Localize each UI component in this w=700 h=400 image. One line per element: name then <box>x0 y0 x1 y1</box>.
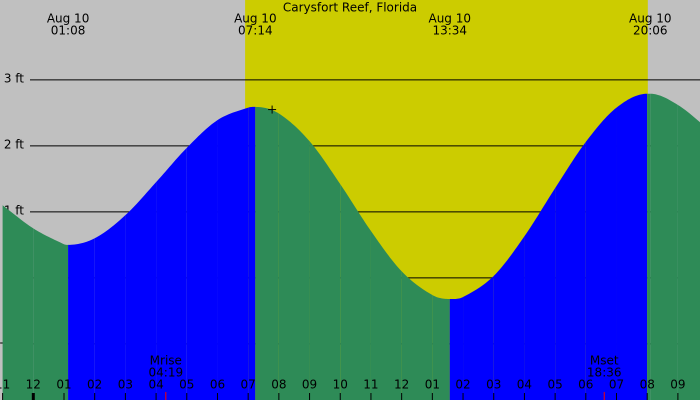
rising-tide-area <box>217 107 249 400</box>
rising-tide-area <box>156 147 187 400</box>
falling-tide-area <box>2 205 34 400</box>
falling-tide-area <box>677 104 700 400</box>
falling-tide-area <box>309 141 341 400</box>
extreme-time: 13:34 <box>432 24 467 38</box>
moon-label: Mset <box>590 354 619 368</box>
rising-tide-area <box>248 106 256 400</box>
extreme-time: 20:06 <box>633 24 668 38</box>
moon-time: 04:19 <box>149 366 184 380</box>
falling-tide-area <box>340 184 371 400</box>
x-tick-label: 01 <box>56 378 71 392</box>
x-tick-label: 07 <box>241 378 256 392</box>
x-tick-label: 09 <box>670 378 685 392</box>
x-tick-label: 01 <box>425 378 440 392</box>
falling-tide-area <box>64 244 69 400</box>
x-tick-label: 06 <box>578 378 593 392</box>
falling-tide-area <box>278 113 310 400</box>
chart-title: Carysfort Reef, Florida <box>283 1 417 15</box>
x-tick-label: 05 <box>547 378 562 392</box>
falling-tide-area <box>255 106 279 400</box>
rising-tide-area <box>585 107 617 400</box>
x-tick-label: 02 <box>87 378 102 392</box>
rising-tide-area <box>94 215 126 400</box>
x-tick-label: 03 <box>486 378 501 392</box>
y-tick-label: 2 ft <box>4 137 24 151</box>
x-tick-label: 03 <box>118 378 133 392</box>
x-tick-label: 05 <box>179 378 194 392</box>
x-tick-label: 07 <box>609 378 624 392</box>
falling-tide-area <box>650 93 678 400</box>
rising-tide-area <box>463 275 494 400</box>
rising-tide-area <box>449 297 464 400</box>
moon-time: 18:36 <box>587 366 622 380</box>
x-tick-label: 12 <box>394 378 409 392</box>
falling-tide-area <box>432 295 450 400</box>
x-tick-label: 11 <box>363 378 378 392</box>
rising-tide-area <box>555 141 586 400</box>
extreme-date: Aug 10 <box>629 12 672 26</box>
extreme-time: 07:14 <box>238 24 273 38</box>
x-tick-label: 06 <box>210 378 225 392</box>
falling-tide-area <box>33 228 64 400</box>
x-tick-label: 12 <box>26 378 41 392</box>
rising-tide-area <box>616 93 648 400</box>
falling-tide-area <box>401 271 433 400</box>
y-tick-label: 3 ft <box>4 71 24 85</box>
moon-label: Mrise <box>150 354 182 368</box>
x-tick-label: 11 <box>0 378 10 392</box>
extreme-time: 01:08 <box>51 24 86 38</box>
rising-tide-area <box>493 236 525 400</box>
x-tick-label: 04 <box>517 378 532 392</box>
x-tick-label: 09 <box>302 378 317 392</box>
rising-tide-area <box>186 120 218 400</box>
x-tick-label: 02 <box>455 378 470 392</box>
extreme-date: Aug 10 <box>234 12 277 26</box>
falling-tide-area <box>370 231 402 400</box>
falling-tide-area <box>647 93 651 400</box>
extreme-date: Aug 10 <box>428 12 471 26</box>
extreme-date: Aug 10 <box>47 12 90 26</box>
rising-tide-area <box>125 182 157 400</box>
rising-tide-area <box>68 238 95 400</box>
x-tick-label: 08 <box>271 378 286 392</box>
x-tick-label: 10 <box>333 378 348 392</box>
rising-tide-area <box>524 188 556 400</box>
x-tick-label: 08 <box>640 378 655 392</box>
x-tick-label: 04 <box>148 378 163 392</box>
